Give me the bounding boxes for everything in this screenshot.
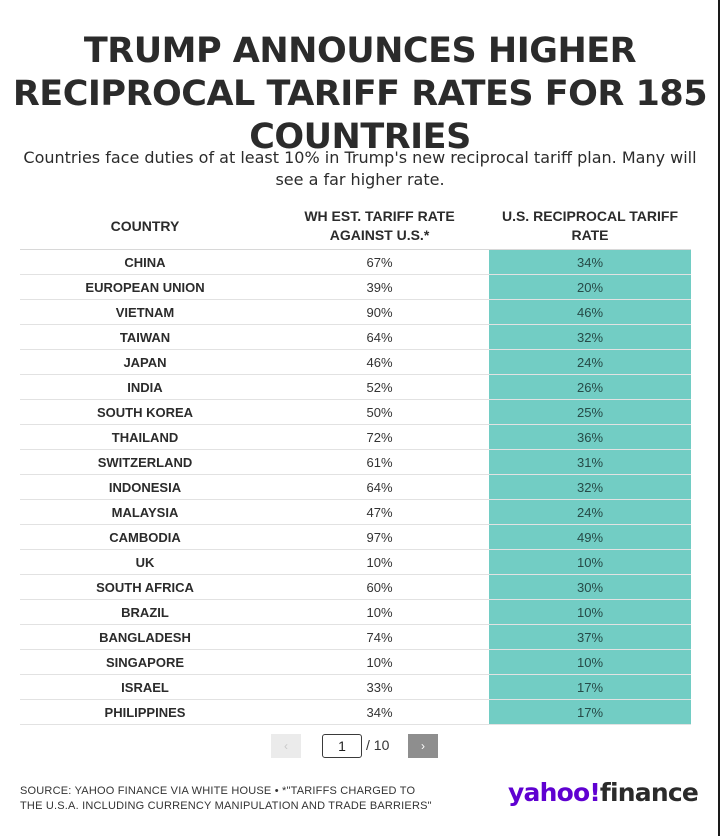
wh-rate-cell: 47%	[270, 499, 489, 525]
country-cell: UK	[20, 549, 270, 575]
table-header-row: COUNTRY WH EST. TARIFF RATE AGAINST U.S.…	[20, 203, 691, 250]
page-total-label: / 10	[366, 737, 390, 753]
us-rate-cell: 24%	[489, 499, 691, 525]
wh-rate-cell: 90%	[270, 299, 489, 325]
table-row: SOUTH KOREA 50% 25%	[20, 399, 691, 425]
table-row: SOUTH AFRICA 60% 30%	[20, 574, 691, 600]
country-cell: THAILAND	[20, 424, 270, 450]
country-cell: MALAYSIA	[20, 499, 270, 525]
table-row: INDIA 52% 26%	[20, 374, 691, 400]
column-header-us-rate: U.S. RECIPROCAL TARIFF RATE	[489, 203, 691, 250]
chart-title: TRUMP ANNOUNCES HIGHER RECIPROCAL TARIFF…	[12, 31, 708, 157]
wh-rate-cell: 61%	[270, 449, 489, 475]
wh-rate-cell: 67%	[270, 249, 489, 275]
country-cell: BRAZIL	[20, 599, 270, 625]
table-row: JAPAN 46% 24%	[20, 349, 691, 375]
column-header-country: COUNTRY	[20, 203, 270, 250]
country-cell: INDIA	[20, 374, 270, 400]
us-rate-cell: 17%	[489, 674, 691, 700]
yahoo-finance-logo: yahoo!finance	[508, 778, 699, 807]
us-rate-cell: 10%	[489, 549, 691, 575]
table-row: BRAZIL 10% 10%	[20, 599, 691, 625]
us-rate-cell: 36%	[489, 424, 691, 450]
country-cell: SINGAPORE	[20, 649, 270, 675]
wh-rate-cell: 72%	[270, 424, 489, 450]
table-row: ISRAEL 33% 17%	[20, 674, 691, 700]
us-rate-cell: 20%	[489, 274, 691, 300]
us-rate-cell: 10%	[489, 649, 691, 675]
us-rate-cell: 17%	[489, 699, 691, 725]
country-cell: INDONESIA	[20, 474, 270, 500]
table-row: THAILAND 72% 36%	[20, 424, 691, 450]
wh-rate-cell: 52%	[270, 374, 489, 400]
table-row: SINGAPORE 10% 10%	[20, 649, 691, 675]
us-rate-cell: 32%	[489, 324, 691, 350]
us-rate-cell: 37%	[489, 624, 691, 650]
logo-product: finance	[599, 778, 699, 807]
table-row: MALAYSIA 47% 24%	[20, 499, 691, 525]
table-row: CHINA 67% 34%	[20, 249, 691, 275]
wh-rate-cell: 74%	[270, 624, 489, 650]
page-number-input[interactable]: 1	[322, 734, 362, 758]
wh-rate-cell: 64%	[270, 474, 489, 500]
us-rate-cell: 31%	[489, 449, 691, 475]
country-cell: SOUTH AFRICA	[20, 574, 270, 600]
pagination: ‹ 1 / 10 ›	[0, 734, 720, 760]
wh-rate-cell: 46%	[270, 349, 489, 375]
table-row: EUROPEAN UNION 39% 20%	[20, 274, 691, 300]
country-cell: CHINA	[20, 249, 270, 275]
table-row: CAMBODIA 97% 49%	[20, 524, 691, 550]
wh-rate-cell: 10%	[270, 599, 489, 625]
country-cell: SOUTH KOREA	[20, 399, 270, 425]
wh-rate-cell: 10%	[270, 549, 489, 575]
table-row: TAIWAN 64% 32%	[20, 324, 691, 350]
us-rate-cell: 49%	[489, 524, 691, 550]
us-rate-cell: 30%	[489, 574, 691, 600]
us-rate-cell: 25%	[489, 399, 691, 425]
next-page-button[interactable]: ›	[408, 734, 438, 758]
wh-rate-cell: 60%	[270, 574, 489, 600]
country-cell: VIETNAM	[20, 299, 270, 325]
wh-rate-cell: 33%	[270, 674, 489, 700]
wh-rate-cell: 34%	[270, 699, 489, 725]
chart-subtitle: Countries face duties of at least 10% in…	[23, 148, 697, 189]
wh-rate-cell: 10%	[270, 649, 489, 675]
country-cell: TAIWAN	[20, 324, 270, 350]
table-row: UK 10% 10%	[20, 549, 691, 575]
table-row: INDONESIA 64% 32%	[20, 474, 691, 500]
previous-page-button[interactable]: ‹	[271, 734, 301, 758]
us-rate-cell: 34%	[489, 249, 691, 275]
country-cell: SWITZERLAND	[20, 449, 270, 475]
logo-brand: yahoo!	[508, 778, 601, 807]
us-rate-cell: 46%	[489, 299, 691, 325]
table-row: VIETNAM 90% 46%	[20, 299, 691, 325]
us-rate-cell: 32%	[489, 474, 691, 500]
country-cell: ISRAEL	[20, 674, 270, 700]
wh-rate-cell: 97%	[270, 524, 489, 550]
tariff-table: COUNTRY WH EST. TARIFF RATE AGAINST U.S.…	[20, 203, 691, 725]
country-cell: CAMBODIA	[20, 524, 270, 550]
column-header-wh-rate: WH EST. TARIFF RATE AGAINST U.S.*	[270, 203, 489, 250]
wh-rate-cell: 50%	[270, 399, 489, 425]
us-rate-cell: 24%	[489, 349, 691, 375]
right-border	[718, 0, 720, 836]
table-body: CHINA 67% 34% EUROPEAN UNION 39% 20% VIETNAM 90…	[20, 249, 691, 725]
wh-rate-cell: 39%	[270, 274, 489, 300]
table-row: PHILIPPINES 34% 17%	[20, 699, 691, 725]
us-rate-cell: 26%	[489, 374, 691, 400]
country-cell: PHILIPPINES	[20, 699, 270, 725]
country-cell: JAPAN	[20, 349, 270, 375]
table-row: BANGLADESH 74% 37%	[20, 624, 691, 650]
source-note: SOURCE: YAHOO FINANCE VIA WHITE HOUSE • …	[20, 785, 432, 812]
us-rate-cell: 10%	[489, 599, 691, 625]
country-cell: EUROPEAN UNION	[20, 274, 270, 300]
wh-rate-cell: 64%	[270, 324, 489, 350]
country-cell: BANGLADESH	[20, 624, 270, 650]
table-row: SWITZERLAND 61% 31%	[20, 449, 691, 475]
